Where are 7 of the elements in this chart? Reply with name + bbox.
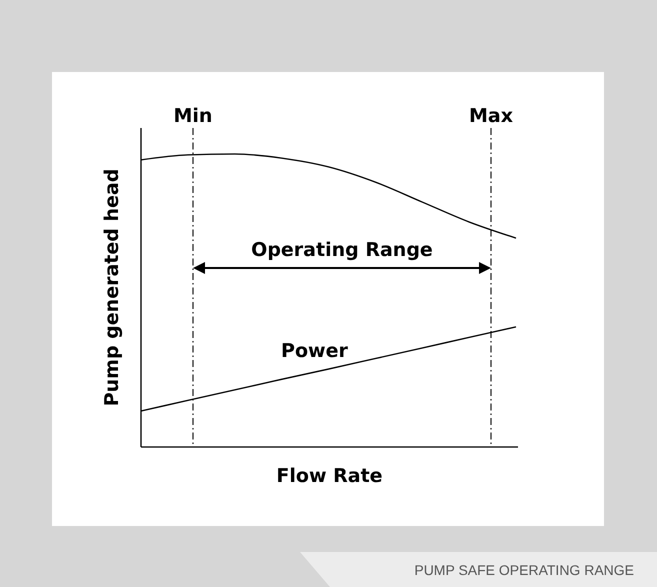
text: PUMP SAFE OPERATING RANGE <box>414 562 634 578</box>
y-axis-title: Pump generated head <box>101 168 123 406</box>
annotation: Operating Range <box>251 239 433 261</box>
series-label: Power <box>281 340 348 362</box>
text: Max <box>469 105 513 127</box>
x-axis-title: Flow Rate <box>276 465 383 487</box>
text: Min <box>174 105 212 127</box>
